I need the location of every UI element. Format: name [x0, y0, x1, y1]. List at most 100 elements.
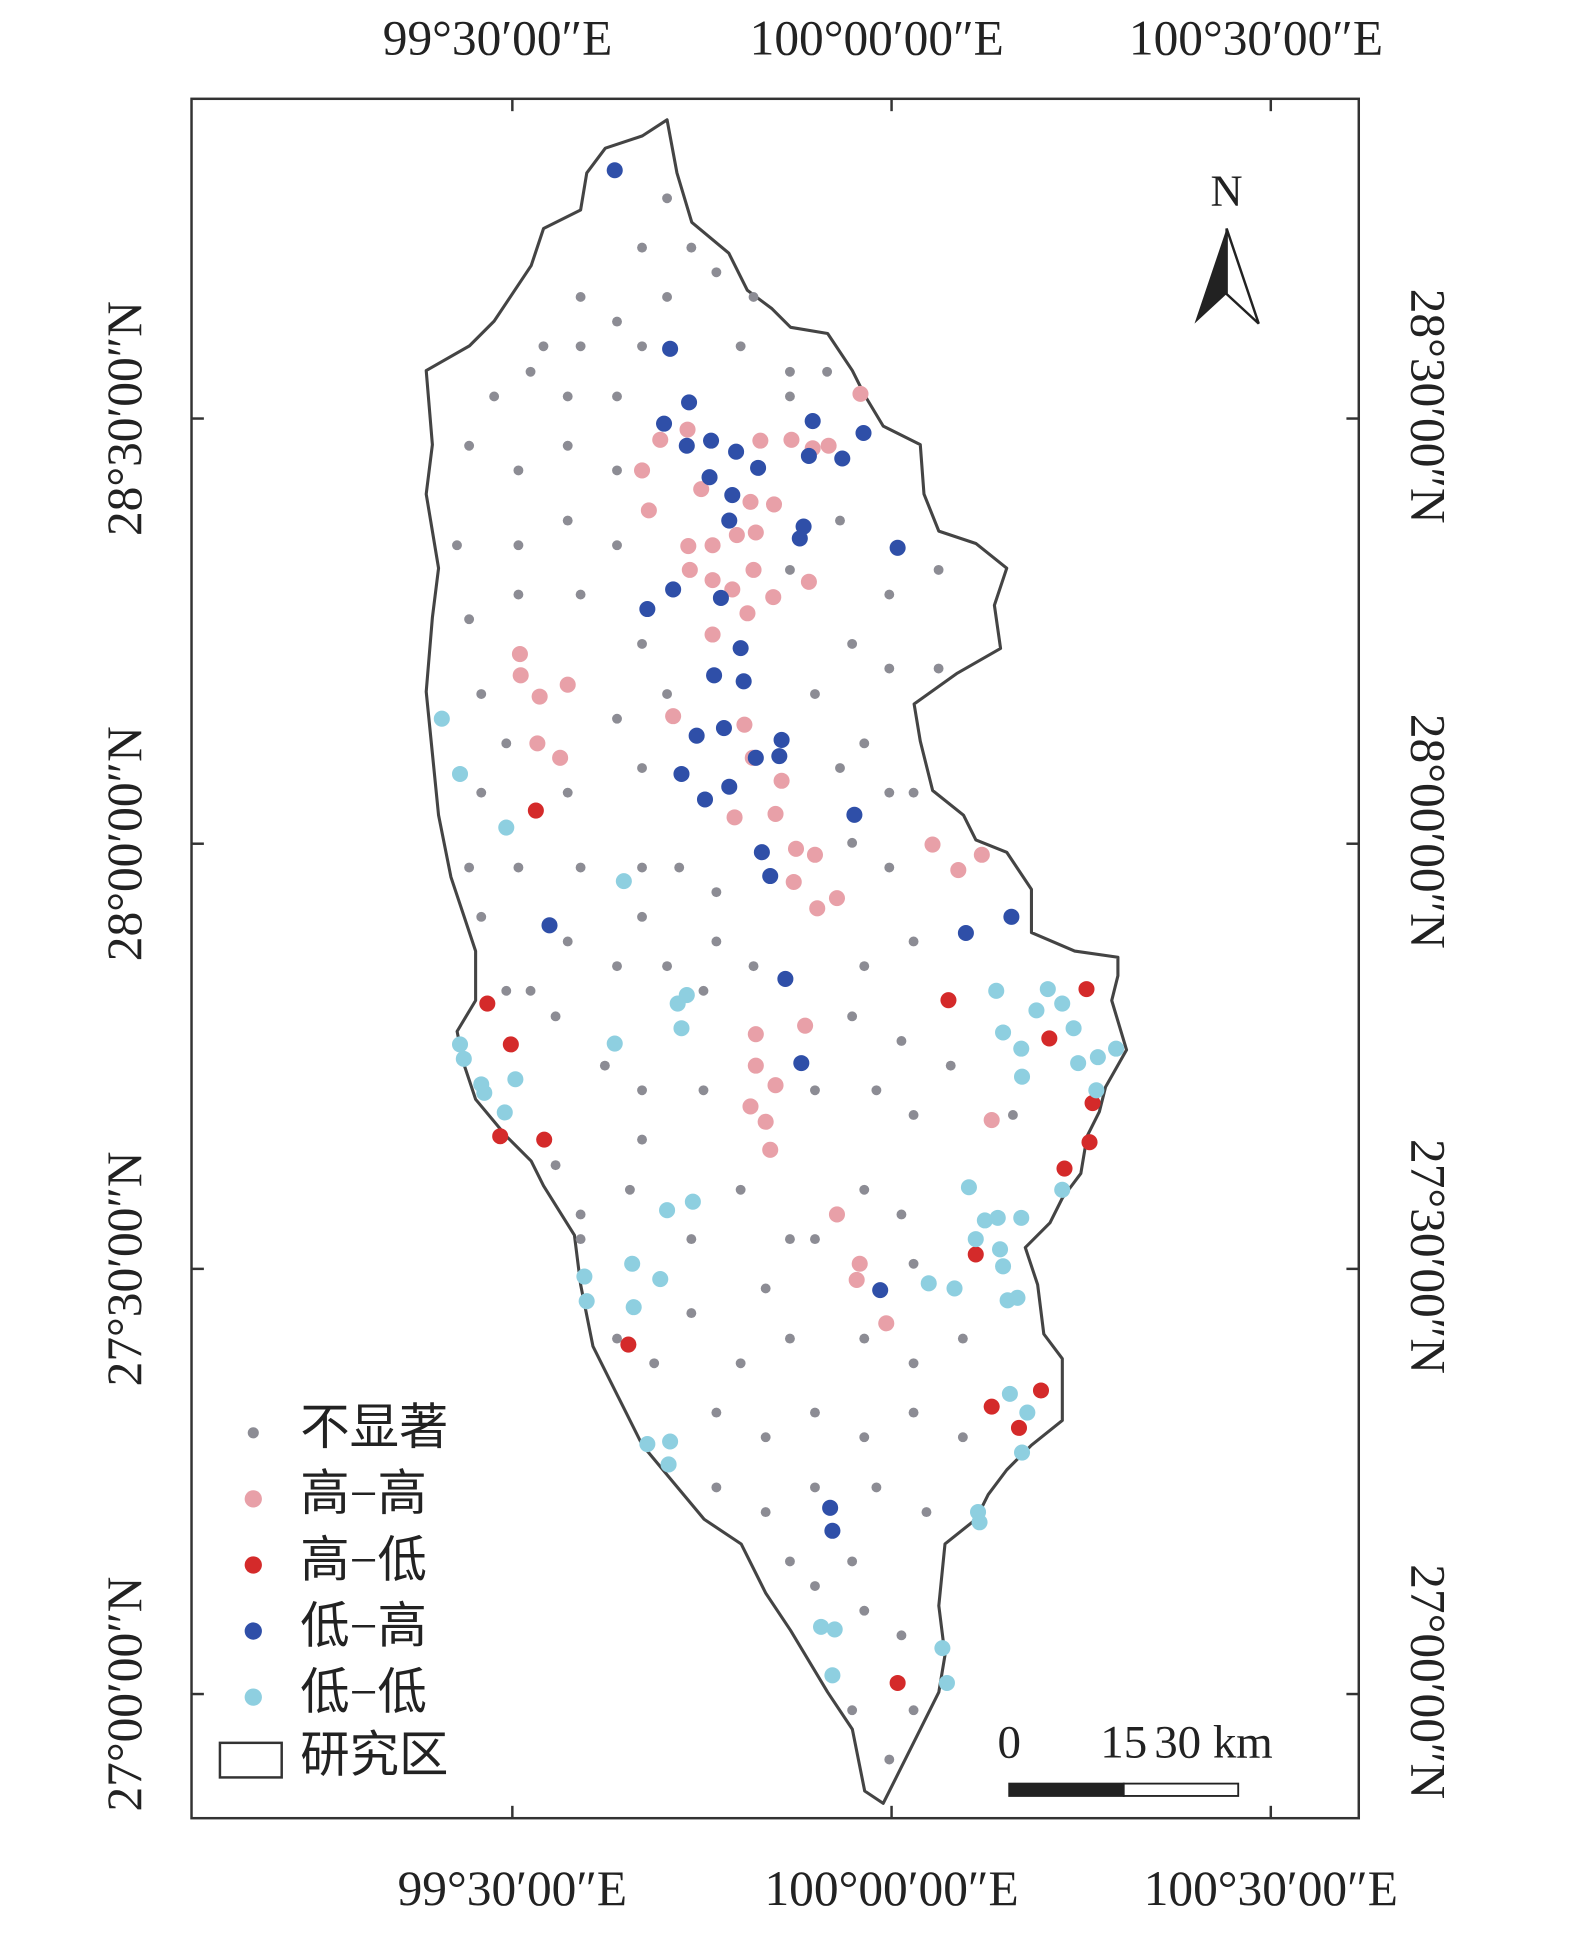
point [735, 1184, 746, 1195]
point [1056, 1160, 1073, 1177]
point [773, 772, 790, 789]
point [606, 1035, 623, 1052]
point [639, 600, 656, 618]
point [871, 1085, 882, 1096]
point [804, 413, 821, 430]
point [620, 1336, 637, 1353]
point [784, 1333, 795, 1344]
point [711, 887, 722, 898]
point [940, 992, 957, 1009]
legend-label: 高−高 [300, 1466, 427, 1521]
x-tick-label: 100°30′00″E [1144, 1861, 1398, 1916]
point [637, 1134, 647, 1145]
point [983, 1398, 1000, 1415]
point [578, 1293, 595, 1310]
point [513, 589, 524, 600]
point [760, 1283, 771, 1294]
point [662, 340, 679, 357]
point [1013, 1068, 1031, 1085]
point [688, 727, 705, 744]
point [735, 673, 752, 690]
y-tick-label: 27°00′00″N [97, 1577, 152, 1812]
point [726, 809, 743, 826]
point [938, 1674, 955, 1692]
point [728, 527, 745, 544]
scale-bar-label: 15 [1100, 1716, 1147, 1768]
point [552, 749, 569, 766]
legend-label: 高−低 [300, 1532, 427, 1587]
point [684, 1193, 701, 1210]
point [765, 589, 782, 606]
point [512, 667, 529, 684]
point [1013, 1209, 1030, 1226]
point [715, 720, 732, 737]
point [634, 462, 651, 479]
point [753, 844, 770, 861]
point [800, 447, 817, 464]
point [615, 873, 632, 890]
point [1089, 1049, 1106, 1066]
point [562, 391, 573, 402]
point [513, 862, 524, 873]
point [674, 862, 685, 873]
point [639, 1436, 656, 1453]
point [957, 1432, 968, 1443]
point [721, 778, 738, 795]
point [859, 1184, 870, 1195]
y-tick-label: 28°00′00″N [97, 726, 152, 961]
point [824, 1667, 841, 1684]
point [933, 564, 944, 575]
point [575, 292, 586, 302]
point [946, 1280, 963, 1297]
point [550, 1011, 561, 1022]
point [1007, 1110, 1018, 1120]
point [773, 731, 790, 748]
point [562, 515, 573, 526]
point [976, 1212, 993, 1229]
point [813, 1618, 830, 1635]
point [575, 341, 586, 352]
point [884, 663, 895, 674]
point [1039, 981, 1056, 998]
point [662, 292, 673, 302]
point [810, 1581, 820, 1591]
point [576, 1268, 593, 1285]
point [698, 985, 709, 996]
y-tick-label: 28°30′00″N [97, 301, 152, 536]
point [637, 763, 647, 773]
point [575, 589, 586, 600]
point [820, 437, 837, 454]
study-area-boundary [424, 118, 1129, 1805]
point [501, 738, 512, 749]
point [728, 443, 745, 460]
point [1041, 1030, 1058, 1047]
point [742, 1098, 759, 1115]
point [513, 540, 524, 551]
point [531, 688, 548, 705]
point [612, 465, 622, 476]
point [575, 1209, 586, 1220]
point [652, 1271, 669, 1288]
point [476, 689, 487, 699]
point [735, 1358, 746, 1369]
point [908, 1110, 919, 1120]
point [696, 791, 714, 808]
point [847, 837, 858, 848]
point [612, 540, 622, 551]
point [896, 1036, 907, 1046]
point [872, 1282, 889, 1299]
point [884, 589, 895, 600]
point [640, 502, 657, 519]
y-tick-label: 27°30′00″N [97, 1151, 152, 1386]
point [711, 1482, 722, 1493]
point [752, 432, 769, 449]
point [859, 1333, 870, 1344]
point [757, 1113, 774, 1130]
point [637, 862, 647, 873]
point [806, 846, 823, 863]
point [680, 538, 697, 555]
point [747, 524, 764, 541]
point [665, 581, 682, 598]
point [859, 1432, 870, 1443]
